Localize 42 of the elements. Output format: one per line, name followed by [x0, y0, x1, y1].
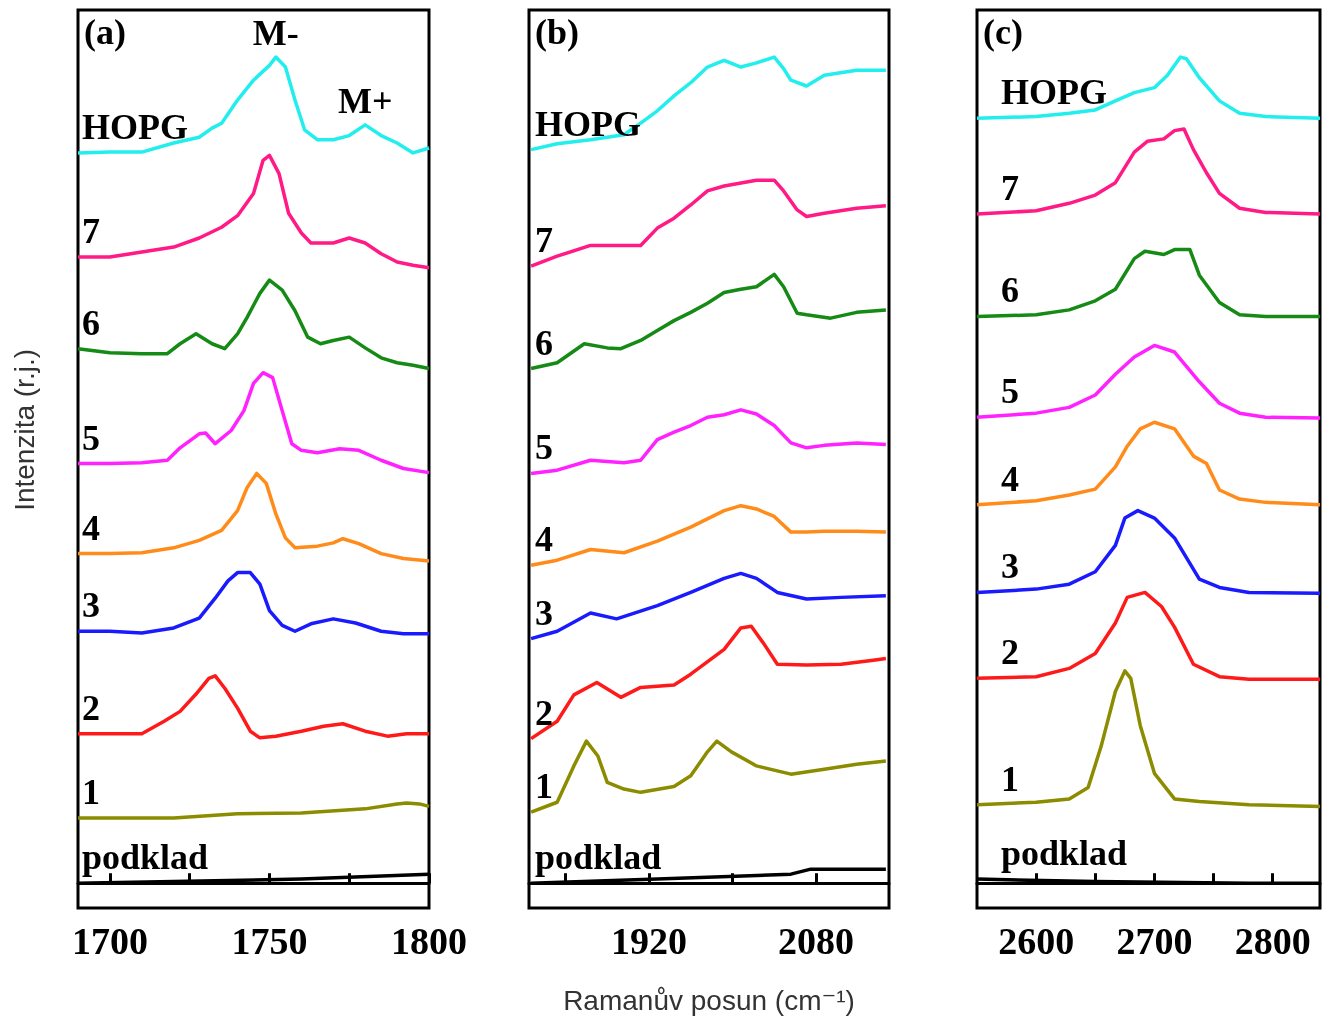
annotation: M+ — [337, 80, 393, 121]
y-axis-title: Intenzita (r.j.) — [8, 348, 40, 511]
x-tick-label: 2700 — [1116, 920, 1193, 962]
series-label: 2 — [82, 687, 100, 728]
series-label: 1 — [535, 766, 554, 807]
series-label: 1 — [1001, 758, 1019, 799]
series-label: 6 — [535, 322, 554, 363]
series-label: 2 — [535, 692, 554, 733]
x-tick-label: 1700 — [71, 920, 148, 962]
legend-label: podklad — [1001, 833, 1128, 874]
legend-label: podklad — [535, 837, 662, 878]
series-label: 5 — [82, 417, 100, 458]
series-label: 3 — [82, 585, 100, 626]
series-label: 6 — [1001, 270, 1019, 311]
text: (b) — [535, 12, 579, 52]
series-label: 6 — [82, 302, 100, 343]
series-label: 3 — [1001, 546, 1019, 587]
x-tick-label: 2800 — [1234, 920, 1311, 962]
series-label: HOPG — [1001, 72, 1107, 113]
x-tick-label: 2600 — [998, 920, 1075, 962]
x-tick-label: 1750 — [231, 920, 308, 962]
x-tick-label: 1920 — [611, 920, 687, 962]
series-label: 7 — [1001, 168, 1019, 209]
x-axis-title: Ramanův posun (cm⁻¹) — [563, 984, 855, 1016]
text: (a) — [84, 12, 126, 52]
series-label: 4 — [1001, 458, 1019, 499]
series-label: HOPG — [535, 103, 642, 144]
text: (c) — [983, 12, 1023, 52]
series-label: 7 — [82, 211, 100, 252]
x-tick-label: 2080 — [777, 920, 854, 962]
legend-label: podklad — [82, 837, 209, 878]
series-label: 7 — [535, 220, 554, 261]
series-label: 4 — [82, 507, 100, 548]
series-label: 4 — [535, 519, 554, 560]
series-label: HOPG — [82, 106, 188, 147]
series-label: 3 — [535, 592, 554, 633]
series-label: 1 — [82, 771, 100, 812]
series-label: 5 — [1001, 371, 1019, 412]
annotation: M- — [252, 13, 299, 54]
x-tick-label: 1800 — [391, 920, 467, 962]
series-label: 2 — [1001, 632, 1019, 673]
series-label: 5 — [535, 427, 554, 468]
